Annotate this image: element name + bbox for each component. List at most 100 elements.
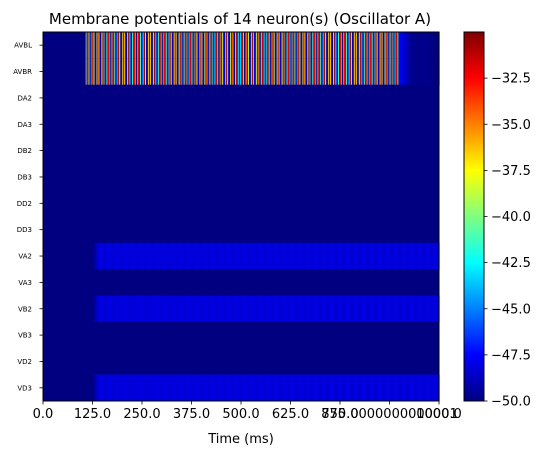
heatmap-cell (199, 32, 202, 59)
heatmap-cell (197, 32, 200, 59)
heatmap-cell (97, 58, 100, 86)
heatmap-cell (143, 295, 146, 323)
heatmap-cell (149, 32, 152, 59)
heatmap-cell (185, 242, 188, 270)
heatmap-cell (152, 58, 155, 86)
heatmap-cell (161, 242, 164, 270)
y-tick-label: DB2 (17, 147, 32, 155)
heatmap-cell (241, 242, 243, 270)
heatmap-cell (355, 32, 358, 59)
heatmap-cell (421, 295, 423, 323)
heatmap-cell (172, 295, 175, 323)
heatmap-cell (162, 295, 165, 323)
heatmap-cell (238, 374, 240, 402)
heatmap-cell (229, 374, 231, 402)
heatmap-cell (99, 374, 102, 402)
heatmap-cell (109, 32, 111, 59)
heatmap-cell (396, 295, 399, 323)
heatmap-cell (162, 58, 165, 86)
heatmap-cell (430, 374, 432, 402)
heatmap-cell (156, 242, 159, 270)
heatmap-cell (367, 242, 370, 270)
heatmap-cell (236, 295, 238, 323)
heatmap-cell (265, 58, 268, 86)
heatmap-cell (192, 32, 195, 59)
heatmap-cell (306, 295, 308, 323)
heatmap-cell (170, 374, 173, 402)
heatmap-cell (427, 374, 429, 402)
heatmap-cell (424, 295, 426, 323)
heatmap-cell (207, 32, 209, 59)
heatmap-cell (153, 32, 156, 59)
heatmap-cell (121, 32, 123, 59)
y-tick-label: VD2 (17, 358, 32, 366)
heatmap-cell (255, 58, 258, 86)
heatmap-cell (203, 374, 205, 402)
heatmap-cell (161, 295, 164, 323)
heatmap-cell (239, 295, 241, 323)
heatmap-cell (340, 32, 342, 59)
heatmap-cell (404, 32, 406, 59)
heatmap-cell (331, 374, 333, 402)
heatmap-cell (124, 374, 126, 402)
heatmap-cell (164, 242, 167, 270)
heatmap-cell (422, 58, 424, 86)
heatmap-cell (239, 374, 241, 402)
heatmap-cell (124, 58, 126, 86)
heatmap-cell (98, 32, 101, 59)
heatmap-cell (356, 32, 359, 59)
heatmap-cell (389, 242, 392, 270)
heatmap-cell (428, 295, 430, 323)
heatmap-cell (285, 58, 288, 86)
heatmap-cell (145, 242, 148, 270)
heatmap-cell (237, 242, 239, 270)
heatmap-cell (391, 295, 394, 323)
heatmap-cell (341, 32, 344, 59)
heatmap-cell (270, 374, 273, 402)
heatmap-cell (397, 374, 400, 402)
heatmap-cell (279, 32, 282, 59)
heatmap-cell (372, 242, 375, 270)
heatmap-cell (102, 295, 104, 323)
heatmap-cell (196, 58, 199, 86)
heatmap-cell (170, 58, 173, 86)
heatmap-cell (420, 374, 422, 402)
heatmap-cell (366, 32, 369, 59)
heatmap-cell (226, 32, 228, 59)
heatmap-cell (279, 242, 282, 270)
heatmap-cell (434, 242, 436, 270)
heatmap-cell (248, 32, 251, 59)
heatmap-cell (405, 295, 407, 323)
heatmap-cell (404, 58, 406, 86)
heatmap-cell (138, 295, 140, 323)
heatmap-cell (140, 58, 142, 86)
heatmap-cell (107, 242, 109, 270)
heatmap-cell (109, 374, 111, 402)
heatmap-cell (380, 32, 383, 59)
heatmap-cell (228, 374, 230, 402)
heatmap-cell (160, 32, 163, 59)
heatmap-cell (155, 374, 158, 402)
y-tick-label: VB2 (18, 305, 32, 313)
heatmap-cell (160, 58, 163, 86)
heatmap-cell (401, 374, 403, 402)
heatmap-cell (179, 374, 182, 402)
heatmap-cell (116, 32, 118, 59)
heatmap-cell (99, 58, 102, 86)
heatmap-cell (195, 58, 198, 86)
heatmap-cell (408, 242, 410, 270)
heatmap-cell (205, 374, 207, 402)
heatmap-cell (251, 374, 254, 402)
heatmap-cell (407, 295, 409, 323)
heatmap-cell (324, 242, 326, 270)
heatmap-cell (216, 374, 218, 402)
heatmap-cell (264, 295, 267, 323)
heatmap-cell (391, 32, 394, 59)
heatmap-cell (103, 58, 105, 86)
heatmap-cell (387, 295, 390, 323)
heatmap-cell (346, 295, 349, 323)
heatmap-cell (435, 32, 437, 59)
heatmap-cell (434, 295, 436, 323)
heatmap-cell (281, 295, 284, 323)
heatmap-cell (426, 32, 428, 59)
